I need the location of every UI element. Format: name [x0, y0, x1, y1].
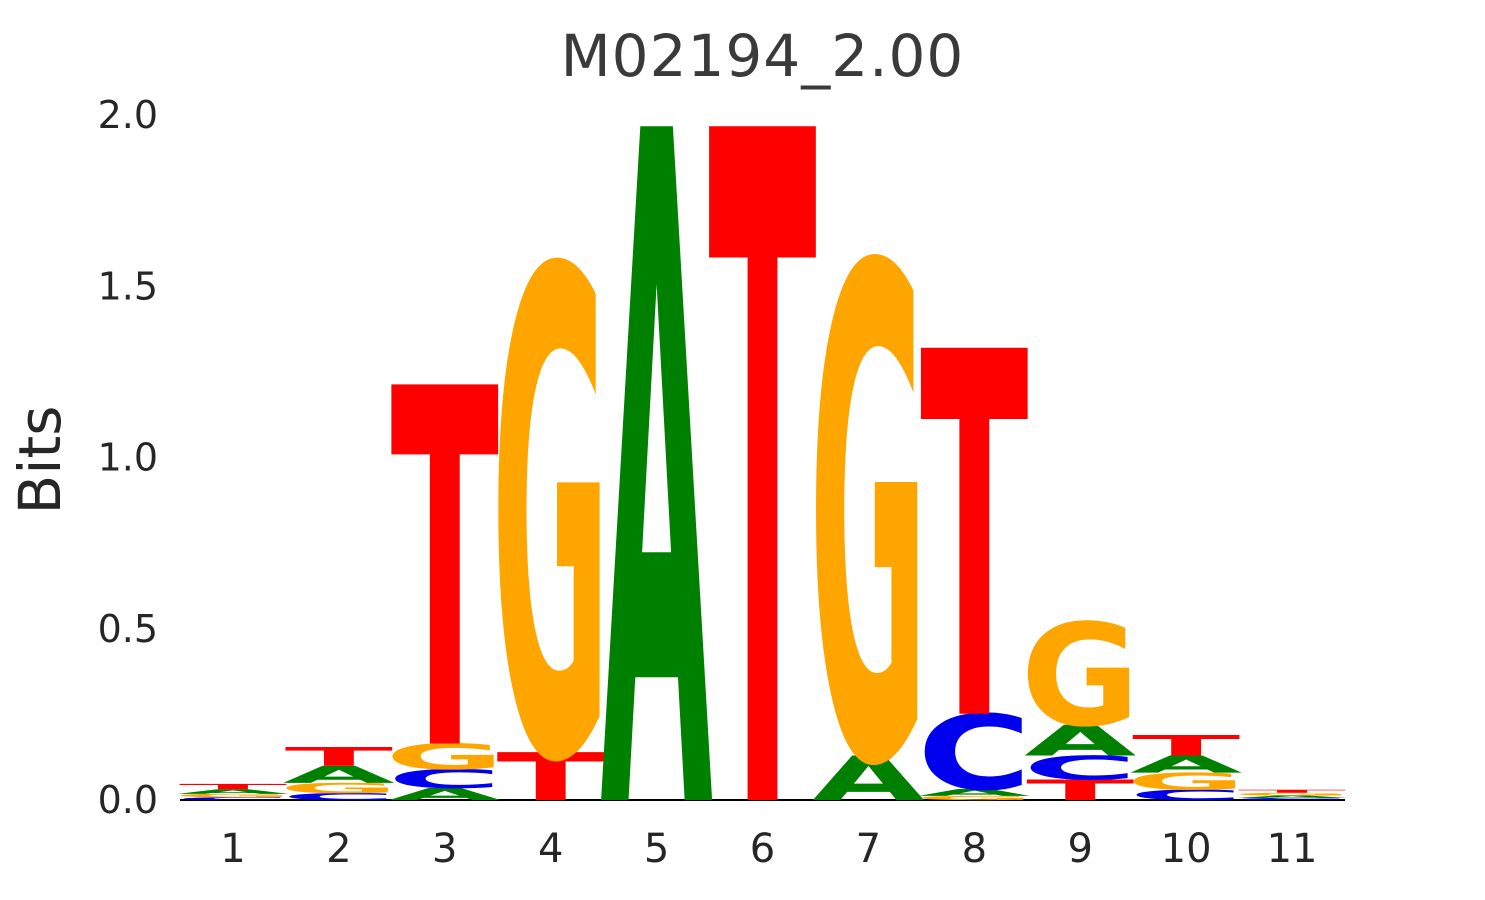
- logo-letter-A: A: [177, 788, 290, 795]
- x-tick-label: 10: [1161, 826, 1212, 872]
- logo-stack-7: AG: [809, 129, 928, 900]
- logo-letter-C: C: [176, 797, 291, 801]
- logo-letter-G: G: [279, 780, 398, 796]
- logo-letter-A: A: [812, 744, 924, 815]
- logo-letter-T: T: [285, 742, 394, 772]
- logo-stack-6: T: [708, 0, 817, 900]
- logo-letter-G: G: [1021, 594, 1140, 758]
- x-tick-label: 7: [856, 826, 881, 872]
- x-tick-label: 6: [750, 826, 775, 872]
- y-tick-label: 0.5: [98, 607, 158, 651]
- logo-letter-T: T: [920, 247, 1029, 832]
- x-tick-label: 2: [326, 826, 351, 872]
- logo-letter-T: T: [708, 0, 817, 900]
- logo-letter-C: C: [1235, 797, 1350, 800]
- x-tick-label: 8: [962, 826, 987, 872]
- logo-letter-C: C: [387, 764, 502, 794]
- logo-stack-5: A: [600, 0, 713, 900]
- logo-letter-G: G: [915, 795, 1034, 802]
- logo-letter-A: A: [918, 787, 1031, 798]
- logo-letter-C: C: [1023, 749, 1138, 787]
- logo-letter-G: G: [173, 793, 292, 798]
- x-tick-label: 9: [1068, 826, 1093, 872]
- logo-letter-G: G: [1127, 768, 1246, 796]
- logo-letter-T: T: [179, 782, 288, 791]
- x-tick-label: 4: [538, 826, 563, 872]
- logo-letter-T: T: [1238, 789, 1347, 794]
- logo-letter-C: C: [281, 791, 396, 802]
- x-tick-label: 1: [220, 826, 245, 872]
- y-tick-label: 1.0: [98, 436, 158, 480]
- logo-letter-G: G: [1232, 792, 1351, 796]
- logo-letter-A: A: [283, 761, 395, 789]
- y-tick-label: 1.5: [98, 264, 158, 308]
- x-tick-label: 3: [432, 826, 457, 872]
- logo-letter-G: G: [809, 129, 928, 900]
- logo-letter-T: T: [391, 287, 500, 860]
- logo-letter-C: C: [1129, 787, 1244, 803]
- logo-letter-T: T: [496, 739, 604, 816]
- logo-letter-C: C: [917, 694, 1032, 814]
- y-tick-label: 0.0: [98, 778, 158, 822]
- logo-letter-T: T: [1132, 729, 1241, 762]
- logo-letter-A: A: [600, 0, 713, 900]
- logo-letter-T: T: [1026, 774, 1135, 807]
- x-tick-label: 11: [1267, 826, 1318, 872]
- y-tick-label: 2.0: [98, 93, 158, 137]
- logo-letter-A: A: [1024, 717, 1137, 766]
- logo-stack-4: TG: [491, 133, 610, 900]
- chart-title: M02194_2.00: [560, 22, 965, 90]
- logo-letter-G: G: [385, 737, 504, 778]
- logo-letter-A: A: [389, 785, 501, 804]
- x-tick-label: 5: [644, 826, 669, 872]
- logo-letter-A: A: [1236, 795, 1348, 799]
- logo-letter-G: G: [491, 133, 610, 900]
- logo-letter-A: A: [1130, 751, 1242, 779]
